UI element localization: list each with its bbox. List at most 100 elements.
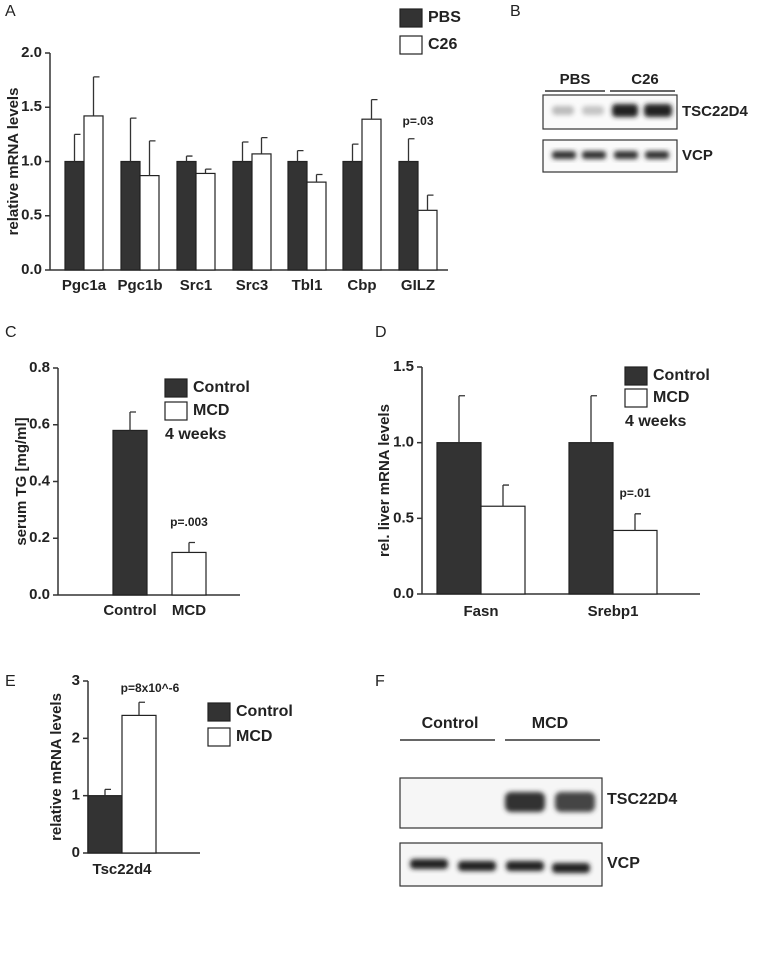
blot-image xyxy=(399,777,603,887)
error-bar xyxy=(148,140,156,176)
annotation: p=8x10^-6 xyxy=(121,681,180,695)
x-tick-label: Src3 xyxy=(236,277,269,294)
legend-label: MCD xyxy=(193,402,229,419)
x-tick-label: Pgc1b xyxy=(117,277,162,294)
panel-label: A xyxy=(5,3,16,20)
annotation: p=.03 xyxy=(402,114,433,128)
error-bar xyxy=(260,136,268,154)
y-tick-label: 1.0 xyxy=(393,434,414,451)
legend-label: PBS xyxy=(428,9,461,26)
group-label: PBS xyxy=(560,71,591,88)
legend-swatch xyxy=(624,366,648,386)
error-bar xyxy=(502,484,509,507)
bar xyxy=(398,160,419,271)
y-axis-label: relative mRNA levels xyxy=(5,88,22,236)
error-bar xyxy=(458,395,465,443)
y-axis-label: relative mRNA levels xyxy=(48,693,65,841)
panel-label: D xyxy=(375,324,387,341)
y-tick-label: 1.5 xyxy=(21,98,42,115)
error-bar xyxy=(92,76,100,116)
legend-label: C26 xyxy=(428,36,457,53)
bar xyxy=(121,714,157,854)
y-tick-label: 0.0 xyxy=(21,261,42,278)
y-tick-label: 0.4 xyxy=(29,472,51,489)
error-bar xyxy=(129,117,137,162)
error-bar xyxy=(204,168,212,174)
y-tick-label: 0.5 xyxy=(21,207,42,224)
legend-swatch xyxy=(164,378,188,398)
error-bar xyxy=(315,173,323,183)
error-bar xyxy=(590,395,597,443)
x-tick-label: Src1 xyxy=(180,277,213,294)
x-tick-label: MCD xyxy=(172,602,206,619)
group-label: C26 xyxy=(631,71,659,88)
bar xyxy=(480,505,526,595)
error-bar xyxy=(426,194,434,211)
bar xyxy=(64,160,85,271)
error-bar xyxy=(370,99,378,120)
x-tick-label: GILZ xyxy=(401,277,435,294)
x-tick-label: Srebp1 xyxy=(588,603,639,620)
bar xyxy=(112,429,148,596)
group-label: MCD xyxy=(532,715,568,732)
bar xyxy=(176,160,197,271)
panel-label: E xyxy=(5,673,16,690)
bar xyxy=(251,153,272,271)
panel-label: F xyxy=(375,673,385,690)
legend-swatch xyxy=(164,401,188,421)
band-label: TSC22D4 xyxy=(607,791,677,808)
y-tick-label: 0.2 xyxy=(29,529,50,546)
blot-image xyxy=(542,94,678,173)
x-tick-label: Control xyxy=(103,602,156,619)
x-tick-label: Cbp xyxy=(347,277,376,294)
y-tick-label: 0.5 xyxy=(393,509,414,526)
error-bar xyxy=(634,513,641,531)
legend-swatch xyxy=(207,702,231,722)
bar xyxy=(83,115,104,271)
note: 4 weeks xyxy=(165,426,226,443)
bar xyxy=(342,160,363,271)
legend-label: Control xyxy=(193,379,250,396)
bar xyxy=(232,160,253,271)
x-tick-label: Tsc22d4 xyxy=(93,861,153,878)
y-tick-label: 0 xyxy=(72,844,80,861)
error-bar xyxy=(188,541,195,553)
panel-label: B xyxy=(510,3,521,20)
legend-swatch xyxy=(399,35,423,55)
y-tick-label: 1.5 xyxy=(393,358,414,375)
y-tick-label: 0.0 xyxy=(29,586,50,603)
error-bar xyxy=(241,141,249,162)
x-tick-label: Fasn xyxy=(463,603,498,620)
legend-swatch xyxy=(207,727,231,747)
legend-label: Control xyxy=(653,367,710,384)
band-label: VCP xyxy=(607,855,640,872)
error-bar xyxy=(104,788,111,796)
y-tick-label: 2.0 xyxy=(21,44,42,61)
y-tick-label: 1 xyxy=(72,787,80,804)
y-tick-label: 0.0 xyxy=(393,585,414,602)
bar xyxy=(306,181,327,271)
bar xyxy=(361,118,382,271)
y-tick-label: 0.6 xyxy=(29,416,50,433)
error-bar xyxy=(296,150,304,162)
y-axis-label: rel. liver mRNA levels xyxy=(376,404,393,557)
bar xyxy=(612,529,658,595)
bar xyxy=(195,172,216,271)
bar xyxy=(287,160,308,271)
error-bar xyxy=(351,143,359,162)
x-tick-label: Tbl1 xyxy=(292,277,323,294)
bar xyxy=(120,160,141,271)
y-tick-label: 3 xyxy=(72,672,80,689)
bar xyxy=(436,442,482,595)
error-bar xyxy=(138,701,145,716)
legend-swatch xyxy=(624,388,648,408)
band-label: VCP xyxy=(682,147,713,164)
bar xyxy=(87,795,123,854)
error-bar xyxy=(407,138,415,162)
y-tick-label: 1.0 xyxy=(21,152,42,169)
group-label: Control xyxy=(422,715,479,732)
y-tick-label: 0.8 xyxy=(29,359,50,376)
error-bar xyxy=(129,411,136,431)
